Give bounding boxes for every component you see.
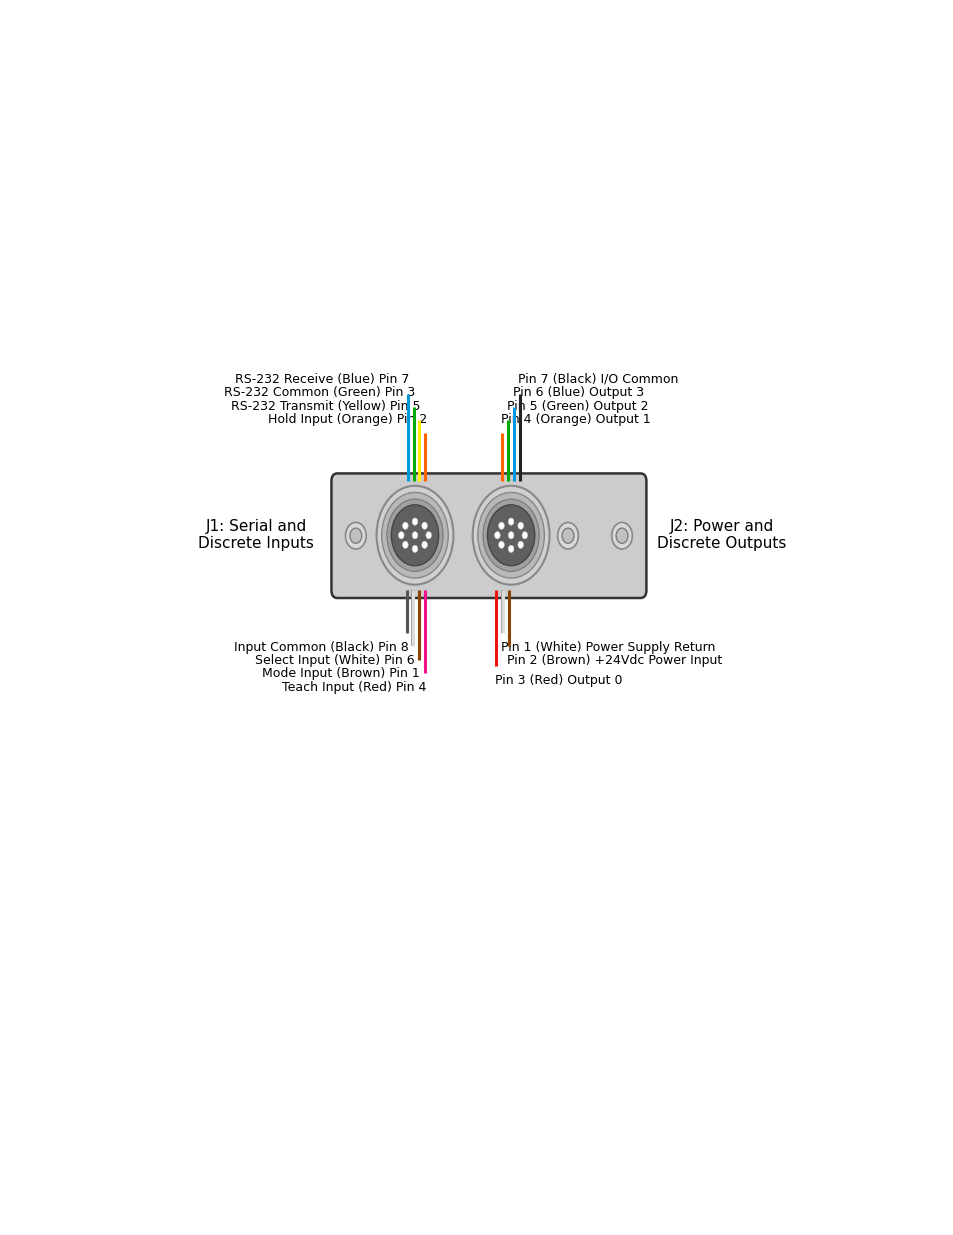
- Text: RS-232 Common (Green) Pin 3: RS-232 Common (Green) Pin 3: [224, 387, 415, 399]
- Text: Pin 6 (Blue) Output 3: Pin 6 (Blue) Output 3: [512, 387, 643, 399]
- Circle shape: [398, 531, 404, 538]
- Circle shape: [381, 493, 448, 578]
- Circle shape: [487, 505, 535, 566]
- Text: J2: Power and
Discrete Outputs: J2: Power and Discrete Outputs: [657, 519, 785, 552]
- Circle shape: [403, 529, 416, 543]
- Text: Mode Input (Brown) Pin 1: Mode Input (Brown) Pin 1: [262, 667, 419, 680]
- Circle shape: [412, 546, 417, 552]
- Circle shape: [494, 531, 499, 538]
- Circle shape: [376, 485, 453, 584]
- Text: RS-232 Receive (Blue) Pin 7: RS-232 Receive (Blue) Pin 7: [234, 373, 409, 385]
- Circle shape: [421, 522, 427, 530]
- Text: J1: Serial and
Discrete Inputs: J1: Serial and Discrete Inputs: [198, 519, 314, 552]
- Text: Pin 3 (Red) Output 0: Pin 3 (Red) Output 0: [495, 674, 621, 687]
- Text: Pin 7 (Black) I/O Common: Pin 7 (Black) I/O Common: [518, 373, 679, 385]
- Circle shape: [391, 505, 438, 566]
- Text: Input Common (Black) Pin 8: Input Common (Black) Pin 8: [233, 641, 408, 653]
- Text: Pin 5 (Green) Output 2: Pin 5 (Green) Output 2: [506, 400, 647, 412]
- Circle shape: [399, 522, 419, 550]
- Circle shape: [508, 517, 514, 525]
- Circle shape: [498, 522, 504, 530]
- Circle shape: [412, 531, 417, 538]
- Circle shape: [472, 485, 549, 584]
- Circle shape: [517, 522, 523, 530]
- Circle shape: [482, 499, 538, 572]
- Circle shape: [402, 541, 408, 548]
- Circle shape: [508, 531, 514, 538]
- Circle shape: [350, 529, 361, 543]
- Circle shape: [498, 541, 504, 548]
- Circle shape: [345, 522, 366, 550]
- Circle shape: [387, 499, 442, 572]
- Text: RS-232 Transmit (Yellow) Pin 5: RS-232 Transmit (Yellow) Pin 5: [232, 400, 420, 412]
- Circle shape: [508, 546, 514, 552]
- Circle shape: [402, 522, 408, 530]
- Circle shape: [521, 531, 527, 538]
- Text: Pin 1 (White) Power Supply Return: Pin 1 (White) Power Supply Return: [501, 641, 715, 653]
- Circle shape: [412, 517, 417, 525]
- Circle shape: [616, 529, 627, 543]
- Circle shape: [477, 493, 544, 578]
- Text: Pin 2 (Brown) +24Vdc Power Input: Pin 2 (Brown) +24Vdc Power Input: [507, 655, 722, 667]
- Text: Select Input (White) Pin 6: Select Input (White) Pin 6: [254, 655, 414, 667]
- Text: Teach Input (Red) Pin 4: Teach Input (Red) Pin 4: [281, 680, 426, 694]
- Circle shape: [561, 529, 574, 543]
- Circle shape: [558, 522, 578, 550]
- Circle shape: [611, 522, 632, 550]
- Circle shape: [517, 541, 523, 548]
- Circle shape: [425, 531, 431, 538]
- Text: Hold Input (Orange) Pin 2: Hold Input (Orange) Pin 2: [267, 412, 426, 426]
- Circle shape: [421, 541, 427, 548]
- FancyBboxPatch shape: [331, 473, 646, 598]
- Text: Pin 4 (Orange) Output 1: Pin 4 (Orange) Output 1: [500, 412, 650, 426]
